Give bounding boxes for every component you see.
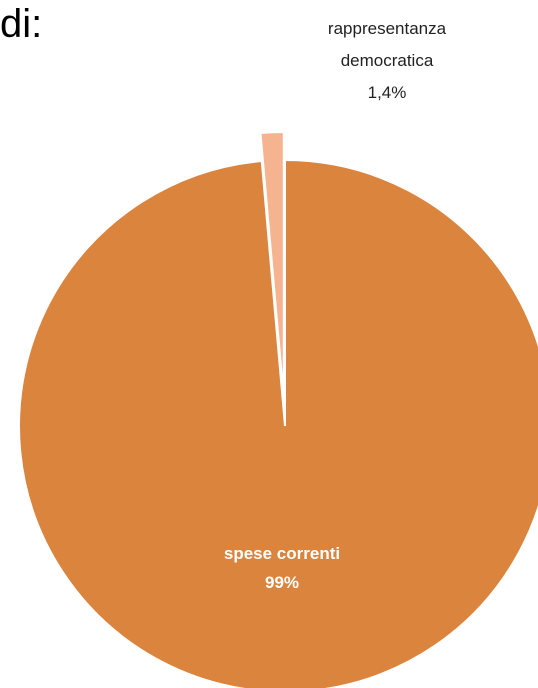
pie-slice-spese-correnti	[18, 158, 538, 688]
slice-label-rappresentanza-line1: rappresentanza	[328, 19, 447, 38]
slice-value-rappresentanza: 1,4%	[368, 83, 407, 102]
pie-slice-rappresentanza-democratica	[259, 131, 285, 399]
slice-label-rappresentanza-line2: democratica	[341, 51, 434, 70]
slice-value-spese-correnti: 99%	[265, 573, 299, 592]
slice-label-spese-correnti: spese correnti	[224, 544, 340, 563]
heading-fragment: di:	[0, 2, 43, 46]
